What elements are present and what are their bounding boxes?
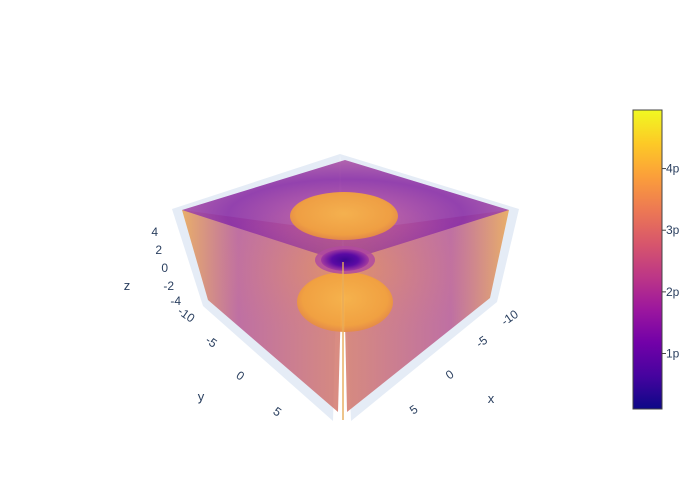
x-tick-label: -10 [499,307,522,329]
lower-lobe [297,272,393,332]
y-tick-label: -5 [203,333,220,351]
z-tick-label: 2 [155,243,162,257]
z-axis: 4 2 0 -2 -4 z [124,225,182,308]
x-axis-title: x [488,391,495,406]
y-tick-label: 0 [234,368,248,383]
z-tick-label: 0 [161,261,168,275]
volume-body [182,160,509,420]
colorbar-gradient [632,109,663,410]
colorbar[interactable]: 1p 2p 3p 4p [632,109,680,410]
y-tick-label: 5 [271,404,285,419]
x-tick-label: -5 [473,333,490,351]
colorbar-ticks: 1p 2p 3p 4p [662,162,680,361]
y-axis-title: y [198,389,205,404]
colorbar-tick-label: 3p [666,223,680,237]
upper-lobe [290,192,398,240]
colorbar-tick-label: 1p [666,347,680,361]
central-node [321,249,369,271]
z-axis-title: z [124,278,131,293]
colorbar-tick-label: 2p [666,285,680,299]
z-tick-label: -2 [163,279,174,293]
x-tick-label: 5 [407,402,421,417]
z-tick-label: -4 [170,294,181,308]
x-tick-label: 0 [443,367,457,382]
z-tick-label: 4 [151,225,158,239]
colorbar-tick-label: 4p [666,162,680,176]
